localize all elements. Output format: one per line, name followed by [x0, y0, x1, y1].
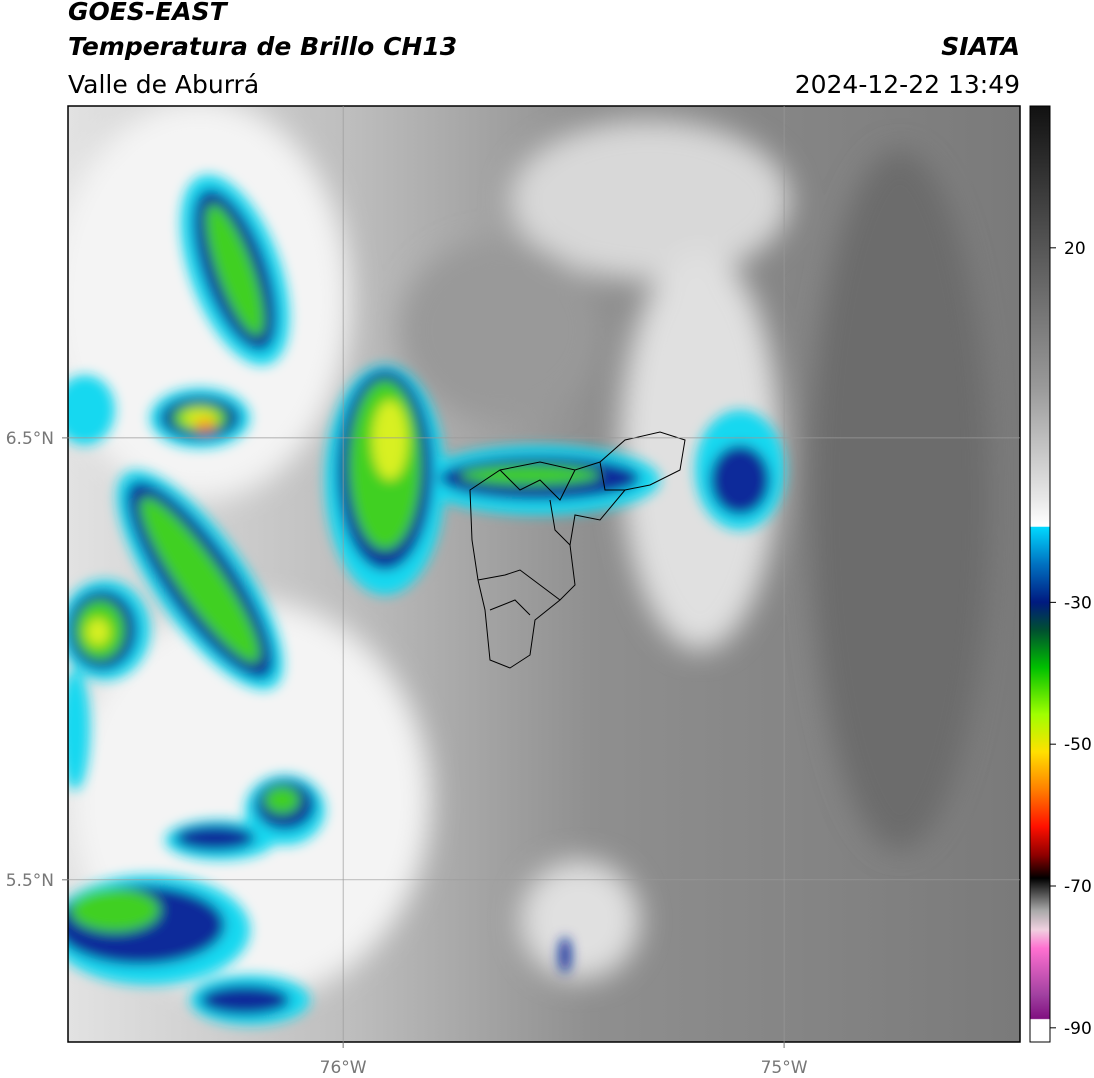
y-tick-label: 6.5°N	[6, 429, 54, 449]
satellite-image	[68, 106, 1020, 1042]
colorbar	[1029, 105, 1051, 1043]
colorbar-tick-label: -90	[1064, 1019, 1092, 1039]
x-tick-label: 75°W	[761, 1058, 808, 1078]
municipal-boundaries	[469, 431, 686, 669]
subtitle: Temperatura de Brillo CH13	[68, 32, 457, 61]
datetime: 2024-12-22 13:49	[795, 70, 1020, 99]
colorbar-tick-label: -30	[1064, 593, 1092, 613]
source: SIATA	[941, 32, 1020, 61]
colorbar-tick-label: -70	[1064, 877, 1092, 897]
x-tick-label: 76°W	[320, 1058, 367, 1078]
colorbar-tick-label: -50	[1064, 735, 1092, 755]
title: GOES-EAST	[68, 0, 229, 26]
map-frame	[67, 105, 1021, 1043]
region: Valle de Aburrá	[68, 70, 259, 99]
y-tick-label: 5.5°N	[6, 871, 54, 891]
colorbar-tick-label: 20	[1064, 239, 1086, 259]
